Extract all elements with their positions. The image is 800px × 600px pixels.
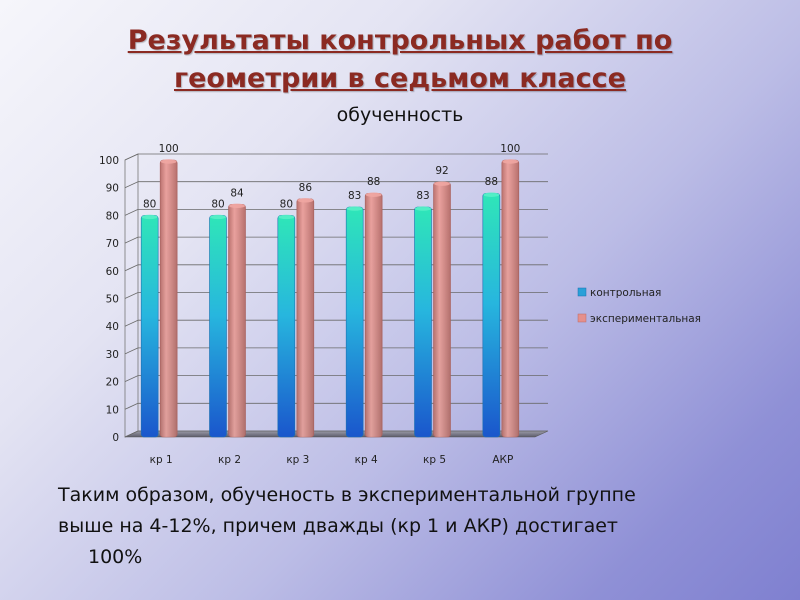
x-tick-label: АКР [492, 454, 513, 466]
bar-cap [141, 214, 158, 220]
bar-shading [296, 198, 314, 437]
conclusion-text: Таким образом, обученость в эксперимента… [58, 480, 778, 573]
gridline-side [124, 402, 139, 410]
bar-cap [483, 192, 500, 197]
y-tick-label: 20 [106, 377, 119, 389]
y-tick-label: 70 [106, 238, 119, 250]
gridline-side [124, 347, 139, 355]
data-label: 80 [143, 198, 156, 210]
bar-cap [365, 192, 382, 197]
y-tick-label: 40 [106, 321, 119, 333]
bar-shading [228, 204, 246, 437]
y-tick-label: 100 [99, 155, 119, 167]
legend-label: экспериментальная [590, 313, 701, 325]
conclusion-line-1: Таким образом, обученость в эксперимента… [58, 484, 636, 506]
gridline-side [124, 375, 139, 382]
bar-cap [229, 203, 245, 209]
y-tick-label: 0 [112, 432, 119, 444]
x-tick-label: кр 2 [218, 454, 241, 466]
bar-control [345, 206, 364, 438]
title-line-2: геометрии в седьмом классе [174, 63, 626, 94]
gridline-side [124, 430, 139, 438]
conclusion-line-2: выше на 4-12%, причем дважды (кр 1 и АКР… [58, 515, 618, 537]
data-label: 83 [416, 190, 429, 202]
chart-title: обученность [336, 104, 464, 126]
bar-cap [346, 206, 363, 211]
x-tick-label: кр 5 [423, 454, 446, 466]
conclusion-line-3: 100% [88, 546, 143, 568]
gridline-side [124, 319, 139, 327]
y-tick-label: 60 [106, 266, 119, 278]
bar-shading [160, 160, 178, 437]
data-label: 83 [348, 190, 361, 202]
y-tick-label: 90 [106, 183, 119, 195]
y-tick-label: 80 [106, 210, 119, 222]
data-label: 92 [435, 165, 448, 177]
data-label: 80 [211, 198, 224, 210]
bar-control [414, 206, 432, 438]
bar-control [277, 215, 296, 438]
y-tick-label: 50 [106, 294, 119, 306]
gridline-side [124, 236, 139, 244]
data-label: 86 [299, 182, 313, 194]
slide-title: Результаты контрольных работ по геометри… [70, 22, 730, 98]
x-tick-label: кр 4 [355, 454, 378, 466]
bar-cap [278, 214, 295, 220]
data-label: 84 [230, 187, 244, 199]
gridline-side [124, 264, 139, 272]
bar-cap [160, 159, 177, 164]
y-tick-label: 30 [106, 349, 119, 361]
title-line-1: Результаты контрольных работ по [127, 25, 673, 56]
gridline-side [124, 292, 139, 299]
bar-cap [415, 206, 431, 211]
x-tick-label: кр 3 [286, 454, 309, 466]
bar-cap [210, 214, 226, 220]
data-label: 80 [280, 198, 293, 210]
gridline-side [124, 209, 139, 216]
bar-shading [433, 182, 451, 437]
bar-cap [434, 181, 450, 186]
bar-control [140, 215, 159, 438]
bar-cap [297, 198, 314, 203]
data-label: 100 [500, 143, 520, 155]
legend-swatch [577, 313, 587, 323]
bar-cap [502, 159, 519, 164]
bar-control [482, 192, 501, 438]
gridline-side [124, 181, 139, 189]
data-label: 88 [485, 176, 498, 188]
data-label: 88 [367, 176, 380, 188]
legend-swatch [577, 287, 587, 297]
y-tick-label: 10 [106, 404, 119, 416]
bar-shading [365, 193, 383, 437]
bar-shading [501, 160, 519, 437]
bar-control [209, 215, 227, 438]
x-tick-label: кр 1 [150, 454, 173, 466]
data-label: 100 [159, 143, 179, 155]
gridline-side [124, 153, 139, 161]
legend-label: контрольная [590, 287, 661, 299]
